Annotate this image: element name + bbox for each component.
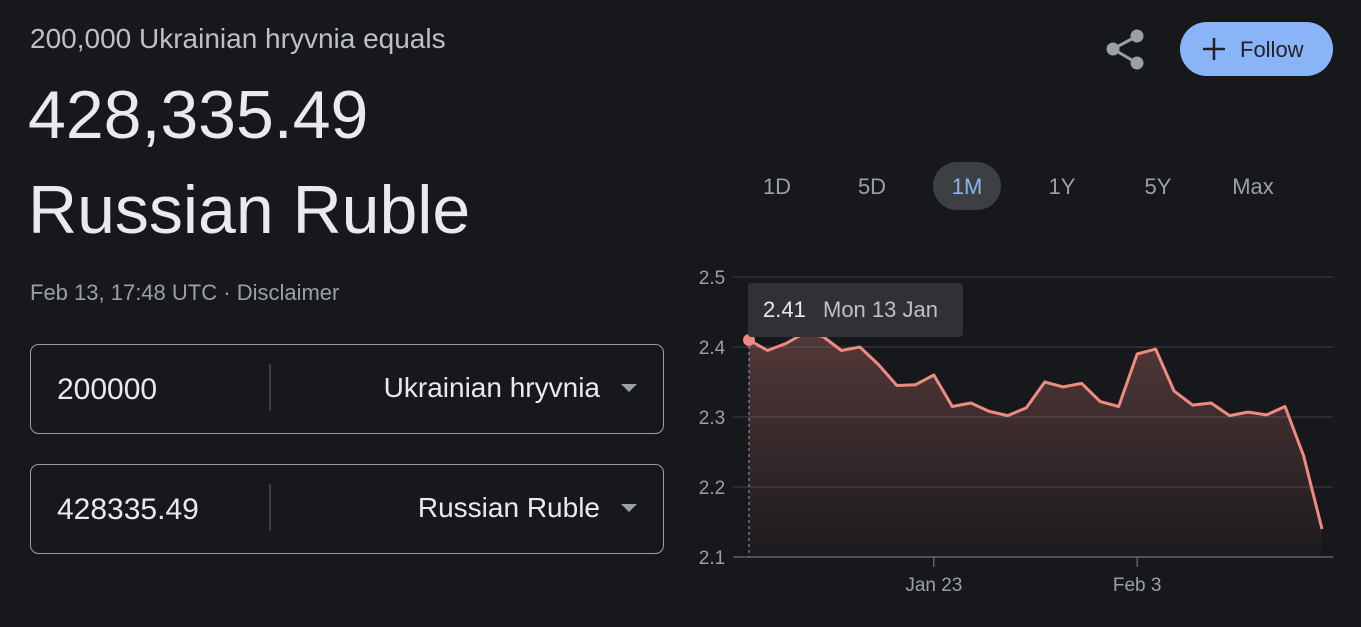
amount: 428,335.49: [28, 77, 368, 153]
follow-bg[interactable]: [1180, 22, 1333, 76]
converter-row[interactable]: 428335.49 Russian Ruble: [30, 464, 664, 554]
range-button[interactable]: 1D: [763, 174, 791, 199]
dropdown-arrow[interactable]: [621, 504, 637, 512]
chart: 1D 5D 1M 1Y 5Y Max 2.1 2.2 2.3 2.4 2.5 Jan 23 Feb 3 2…: [699, 162, 1333, 596]
input-box[interactable]: [30, 344, 664, 434]
range-button[interactable]: 5D: [858, 174, 886, 199]
amount-input[interactable]: 200000: [57, 373, 157, 406]
separator: ·: [223, 280, 230, 305]
x-tick-label: Jan 23: [905, 575, 962, 596]
tooltip: [748, 283, 963, 337]
dropdown-arrow[interactable]: [621, 384, 637, 392]
input-box[interactable]: [30, 464, 664, 554]
share-icon[interactable]: [1106, 29, 1144, 70]
area: [749, 333, 1322, 557]
converter-row[interactable]: 200000 Ukrainian hryvnia: [30, 344, 664, 434]
share-lines: [1109, 34, 1138, 65]
timestamp-line: Feb 13, 17:48 UTC · Disclaimer: [30, 280, 339, 305]
range-button[interactable]: 1M: [952, 174, 983, 199]
plus-icon: [1203, 38, 1225, 60]
amount-input[interactable]: 428335.49: [57, 493, 199, 526]
currency-select[interactable]: Russian Ruble: [418, 492, 600, 523]
y-tick-label: 2.4: [699, 338, 726, 359]
tooltip-date: Mon 13 Jan: [823, 297, 938, 322]
x-tick-label: Feb 3: [1113, 575, 1162, 596]
range-button[interactable]: 5Y: [1145, 174, 1172, 199]
tooltip-value: 2.41: [763, 297, 806, 322]
follow-button[interactable]: Follow: [1180, 22, 1333, 76]
timestamp: Feb 13, 17:48 UTC: [30, 280, 217, 305]
y-tick-label: 2.2: [699, 478, 725, 499]
disclaimer[interactable]: Disclaimer: [237, 280, 340, 305]
line: [748, 331, 1324, 530]
y-tick-label: 2.5: [699, 268, 725, 289]
range-button[interactable]: 1Y: [1049, 174, 1076, 199]
currency-select[interactable]: Ukrainian hryvnia: [384, 372, 601, 403]
currency: Russian Ruble: [28, 172, 470, 248]
range-selected[interactable]: [933, 162, 1001, 210]
subtitle: 200,000 Ukrainian hryvnia equals: [30, 23, 446, 54]
range-button[interactable]: Max: [1232, 174, 1274, 199]
y-tick-label: 2.3: [699, 408, 725, 429]
y-tick-label: 2.1: [699, 548, 725, 569]
follow-label[interactable]: Follow: [1240, 37, 1304, 62]
